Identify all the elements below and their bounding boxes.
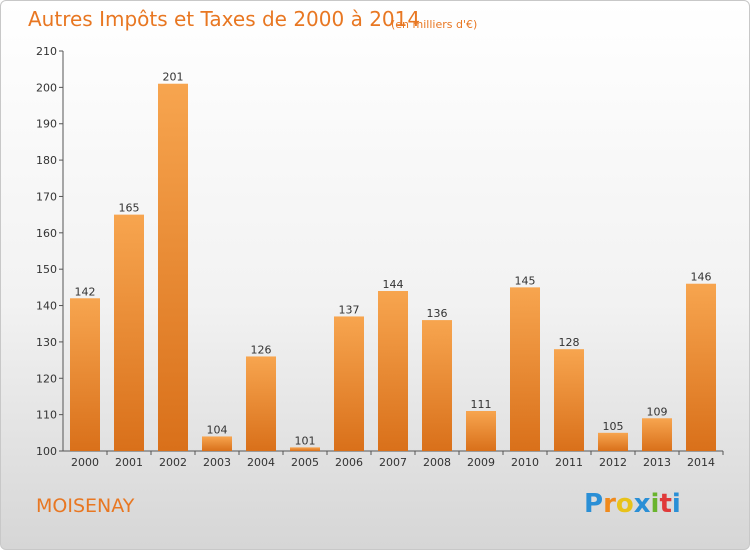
bar-value-label: 101 — [295, 434, 316, 447]
bar-value-label: 144 — [383, 278, 404, 291]
bar-value-label: 105 — [603, 420, 624, 433]
y-tick-label: 180 — [36, 154, 57, 167]
logo-letter: o — [615, 489, 634, 519]
x-tick-label: 2000 — [71, 456, 99, 469]
x-tick-label: 2013 — [643, 456, 671, 469]
axes: 100 110 120 130 140 150 160 170 180 190 200 210 2000… — [36, 45, 724, 469]
logo-letter: r — [603, 489, 616, 519]
bar — [422, 320, 452, 451]
logo-letter: P — [584, 489, 604, 519]
y-tick-label: 130 — [36, 336, 57, 349]
bar — [70, 298, 100, 451]
logo-letter: i — [650, 489, 660, 519]
x-tick-label: 2007 — [379, 456, 407, 469]
x-tick-label: 2012 — [599, 456, 627, 469]
bar — [554, 349, 584, 451]
bar-value-label: 109 — [647, 405, 668, 418]
bar-value-label: 128 — [559, 336, 580, 349]
bar-value-label: 145 — [515, 274, 536, 287]
y-tick-label: 160 — [36, 227, 57, 240]
x-tick-label: 2004 — [247, 456, 275, 469]
proxiti-logo: Proxiti — [584, 489, 681, 519]
y-tick-label: 120 — [36, 372, 57, 385]
x-tick-label: 2010 — [511, 456, 539, 469]
bar-value-label: 201 — [163, 71, 184, 84]
bar-value-label: 165 — [119, 202, 140, 215]
bar — [378, 291, 408, 451]
bar-value-label: 111 — [471, 398, 492, 411]
logo-letter: x — [633, 489, 651, 519]
y-tick-label: 190 — [36, 118, 57, 131]
logo-letter: i — [671, 489, 681, 519]
y-tick-label: 210 — [36, 45, 57, 58]
x-tick-label: 2014 — [687, 456, 715, 469]
bar-value-label: 142 — [75, 285, 96, 298]
bar — [510, 287, 540, 451]
bar — [246, 356, 276, 451]
x-tick-label: 2006 — [335, 456, 363, 469]
chart-subtitle: (en milliers d'€) — [391, 18, 478, 31]
commune-name: MOISENAY — [36, 495, 135, 517]
x-tick-label: 2009 — [467, 456, 495, 469]
bar — [202, 436, 232, 451]
bar-value-label: 137 — [339, 303, 360, 316]
bar — [158, 83, 188, 452]
data-labels: 142 165 201 104 126 101 137 144 136 111 145 128 105 1… — [75, 71, 712, 448]
bar — [642, 418, 672, 451]
x-tick-label: 2005 — [291, 456, 319, 469]
bar — [466, 411, 496, 451]
x-tick-label: 2002 — [159, 456, 187, 469]
bar-value-label: 104 — [207, 423, 228, 436]
bar — [114, 214, 144, 451]
bars — [70, 83, 716, 452]
y-tick-label: 150 — [36, 263, 57, 276]
y-tick-label: 100 — [36, 445, 57, 458]
y-tick-label: 140 — [36, 300, 57, 313]
bar-value-label: 146 — [691, 271, 712, 284]
bar-value-label: 136 — [427, 307, 448, 320]
x-tick-label: 2001 — [115, 456, 143, 469]
x-tick-label: 2011 — [555, 456, 583, 469]
x-tick-label: 2008 — [423, 456, 451, 469]
chart-title: Autres Impôts et Taxes de 2000 à 2014 — [28, 7, 421, 31]
bar — [334, 316, 364, 451]
bar — [686, 283, 716, 451]
y-tick-label: 200 — [36, 81, 57, 94]
y-tick-label: 170 — [36, 190, 57, 203]
bar — [290, 447, 320, 451]
y-tick-label: 110 — [36, 409, 57, 422]
bar-value-label: 126 — [251, 343, 272, 356]
logo-letter: t — [659, 489, 672, 519]
x-tick-label: 2003 — [203, 456, 231, 469]
bar — [598, 432, 628, 451]
